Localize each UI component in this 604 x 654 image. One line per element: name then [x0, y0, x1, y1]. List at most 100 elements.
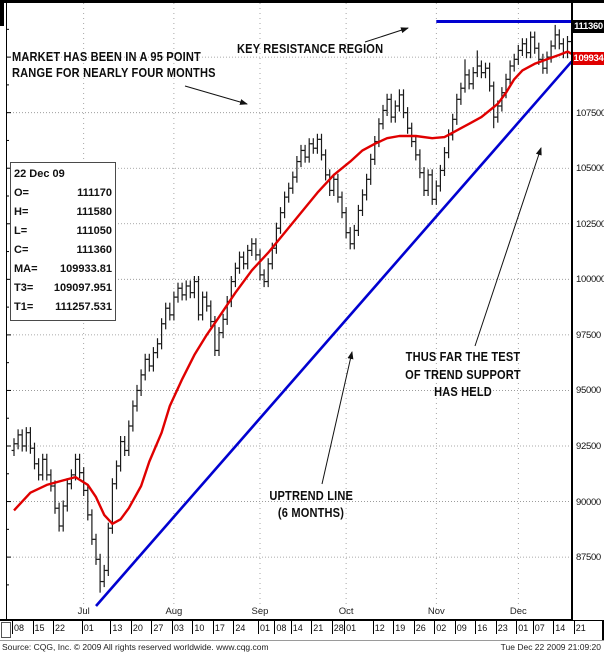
date-tick: [331, 620, 333, 634]
source-credit: Source: CQG, Inc. © 2009 All rights rese…: [2, 642, 269, 652]
price-scale-label: 95000: [576, 385, 601, 397]
date-label: 12: [374, 623, 385, 633]
quote-label: O=: [14, 187, 29, 199]
date-label: 22: [55, 623, 66, 633]
annotation-range-note[interactable]: MARKET HAS BEEN IN A 95 POINT RANGE FOR …: [12, 49, 252, 81]
annotation-text: RANGE FOR NEARLY FOUR MONTHS: [12, 65, 216, 80]
date-tick: [81, 620, 83, 634]
date-tick: [311, 620, 313, 634]
quote-label: MA=: [14, 263, 38, 275]
quote-value: 111360: [76, 244, 113, 256]
moving-average-line: [13, 50, 581, 525]
quote-row: O= 111170: [14, 184, 112, 203]
date-tick: [372, 620, 374, 634]
date-tick: [32, 620, 34, 634]
resistance-note-arrow: [364, 27, 409, 43]
price-scale[interactable]: 107500 105000 102500 100000 97500 95000 92500 9…: [573, 3, 604, 620]
annotation-resistance-note[interactable]: KEY RESISTANCE REGION: [237, 41, 409, 57]
date-tick: [233, 620, 235, 634]
quote-label: T3=: [14, 282, 34, 294]
date-tick: [454, 620, 456, 634]
date-tick: [413, 620, 415, 634]
footer-separator: [0, 640, 604, 641]
uptrend-line[interactable]: [95, 60, 573, 607]
date-label: 24: [235, 623, 246, 633]
date-tick: [192, 620, 194, 634]
quote-value: 111050: [76, 225, 113, 237]
date-label: 20: [132, 623, 143, 633]
date-label: 08: [14, 623, 25, 633]
date-tick: [532, 620, 534, 634]
date-tick: [434, 620, 436, 634]
bottom-axis-line: [0, 619, 604, 621]
quote-label: C=: [14, 244, 29, 256]
annotation-support-note[interactable]: THUS FAR THE TEST OF TREND SUPPORT HAS H…: [392, 348, 534, 401]
quote-row: H= 111580: [14, 203, 112, 222]
footer-bar: Source: CQG, Inc. © 2009 All rights rese…: [0, 641, 604, 654]
date-tick: [53, 620, 54, 634]
last-price-badge: 111360: [573, 19, 604, 33]
annotation-text: MARKET HAS BEEN IN A 95 POINT: [12, 49, 201, 64]
price-scale-label: 97500: [576, 329, 601, 341]
axis-corner-box: [1, 622, 11, 638]
quote-value: 111257.531: [55, 301, 112, 313]
date-label: 16: [477, 623, 488, 633]
date-label: 08: [276, 623, 287, 633]
date-label: 01: [260, 623, 271, 633]
ma-price-badge: 109934: [573, 51, 604, 65]
quote-box-date: 22 Dec 09: [14, 168, 65, 180]
support-note-arrow: [474, 147, 542, 347]
date-label: 15: [34, 623, 45, 633]
date-tick: [151, 620, 153, 634]
month-label: Jul: [77, 606, 90, 617]
quote-row: C= 111360: [14, 241, 112, 260]
month-label: Dec: [509, 606, 527, 617]
date-tick: [212, 620, 214, 634]
quote-row: MA= 109933.81: [14, 260, 112, 279]
date-tick: [110, 620, 112, 634]
date-tick: [274, 620, 276, 634]
date-label: 01: [518, 623, 529, 633]
date-label: 28: [333, 623, 344, 633]
annotation-uptrend-note[interactable]: UPTREND LINE (6 MONTHS): [262, 487, 360, 521]
month-label: Oct: [338, 606, 354, 617]
annotation-text: THUS FAR THE TEST: [405, 349, 521, 364]
quote-row: T3= 109097.951: [14, 279, 112, 298]
quote-label: T1=: [14, 301, 34, 313]
date-tick: [171, 620, 173, 634]
date-label: 10: [194, 623, 205, 633]
date-label: 23: [497, 623, 508, 633]
price-scale-label: 107500: [576, 107, 604, 119]
chart-corner-mark: [0, 0, 4, 26]
date-label: 07: [534, 623, 545, 633]
price-scale-label: 105000: [576, 163, 604, 175]
date-label: 14: [555, 623, 566, 633]
price-scale-label: 102500: [576, 218, 604, 230]
month-label: Aug: [165, 606, 183, 617]
date-tick: [393, 620, 395, 634]
annotation-text: UPTREND LINE: [269, 488, 354, 503]
date-tick: [290, 620, 292, 634]
left-axis-line: [6, 3, 7, 620]
date-tick: [12, 620, 13, 634]
date-tick: [495, 620, 497, 634]
date-label: 21: [313, 623, 324, 633]
date-tick: [258, 620, 259, 634]
timestamp: Tue Dec 22 2009 21:09:20: [500, 642, 601, 652]
uptrend-note-arrow: [321, 351, 354, 485]
quote-row: L= 111050: [14, 222, 112, 241]
quote-label: L=: [14, 225, 28, 237]
month-label: Sep: [251, 606, 269, 617]
annotation-text: (6 MONTHS): [277, 505, 345, 520]
annotation-text: KEY RESISTANCE REGION: [237, 41, 384, 56]
date-tick: [516, 620, 518, 634]
date-tick: [130, 620, 132, 634]
quote-box[interactable]: 22 Dec 09 O= 111170 H= 111580 L= 111050 C= 1113…: [10, 162, 116, 321]
month-label: Nov: [427, 606, 445, 617]
date-label: 02: [436, 623, 447, 633]
date-tick: [475, 620, 477, 634]
chart-top-border: [0, 0, 604, 3]
price-scale-label: 87500: [576, 552, 601, 564]
